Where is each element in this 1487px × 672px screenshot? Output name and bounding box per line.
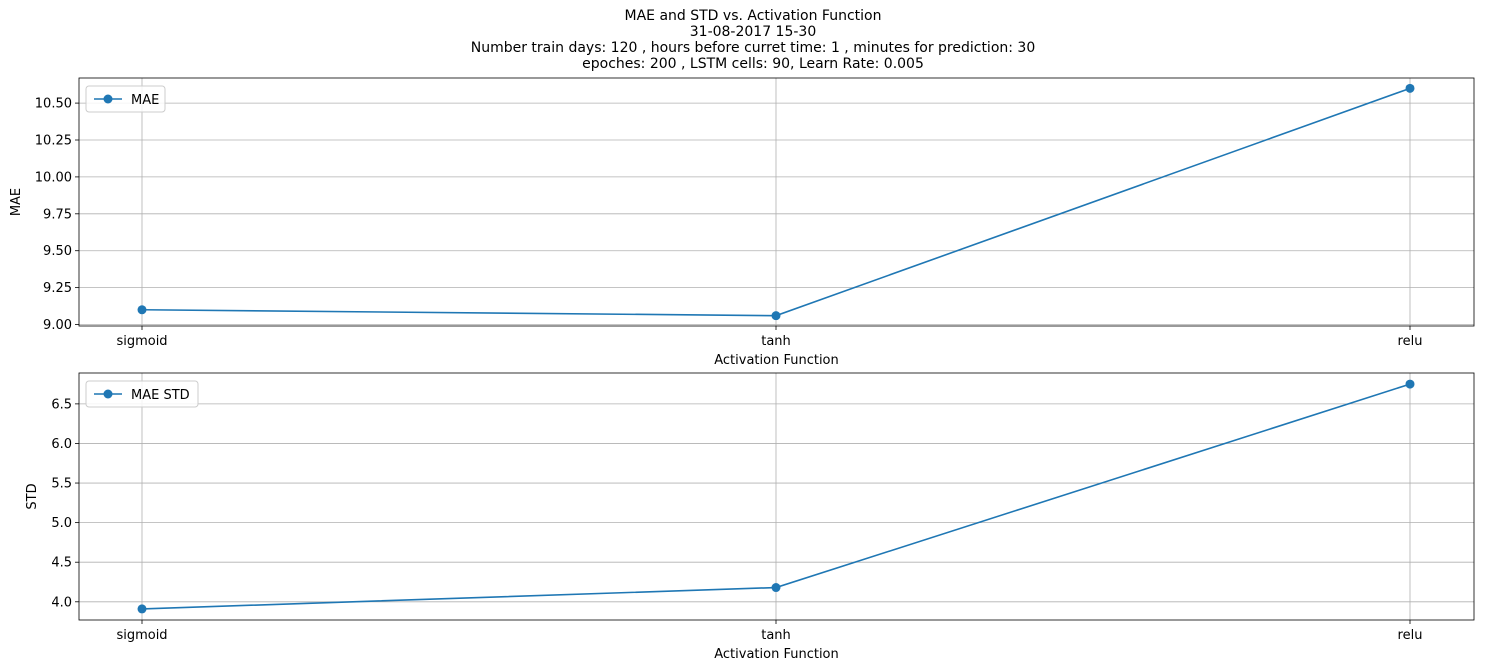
y-tick-label: 4.0 bbox=[51, 595, 72, 610]
y-tick-label: 6.0 bbox=[51, 437, 72, 452]
legend-marker bbox=[103, 389, 113, 399]
legend-box bbox=[85, 380, 199, 408]
x-tick-label: relu bbox=[1398, 628, 1423, 643]
legend-box bbox=[85, 85, 166, 113]
title-line-3: Number train days: 120 , hours before cu… bbox=[470, 40, 1036, 56]
y-tick-label: 5.0 bbox=[51, 516, 72, 531]
x-tick-label: relu bbox=[1398, 334, 1423, 349]
data-point bbox=[1405, 379, 1415, 389]
y-tick-label: 5.5 bbox=[51, 477, 72, 492]
x-tick-label: tanh bbox=[761, 334, 791, 349]
figure-title: MAE and STD vs. Activation Function 31-0… bbox=[0, 8, 1487, 72]
x-axis-label: Activation Function bbox=[714, 353, 839, 368]
title-line-1: MAE and STD vs. Activation Function bbox=[624, 8, 882, 24]
x-tick-label: tanh bbox=[761, 628, 791, 643]
plot-frame bbox=[78, 372, 1475, 621]
title-line-4: epoches: 200 , LSTM cells: 90, Learn Rat… bbox=[582, 56, 924, 72]
y-axis-label: STD bbox=[25, 483, 40, 509]
y-tick-label: 9.00 bbox=[43, 318, 72, 333]
x-axis-label: Activation Function bbox=[714, 647, 839, 662]
legend-marker bbox=[103, 94, 113, 104]
y-tick-label: 10.50 bbox=[35, 97, 72, 112]
legend-label: MAE bbox=[131, 93, 159, 108]
data-point bbox=[771, 311, 781, 321]
y-tick-label: 10.25 bbox=[35, 134, 72, 149]
y-tick-label: 4.5 bbox=[51, 556, 72, 571]
legend-label: MAE STD bbox=[131, 388, 190, 403]
y-tick-label: 6.5 bbox=[51, 397, 72, 412]
chart-panel-2: 4.0 4.5 5.0 5.5 6.0 6.5 sigmoid tanh relu Activat… bbox=[25, 372, 1475, 662]
data-point bbox=[137, 305, 147, 315]
chart-panel-1: 9.00 9.25 9.50 9.75 10.00 10.25 10.50 sigmoid ta… bbox=[9, 77, 1475, 368]
y-tick-label: 9.75 bbox=[43, 207, 72, 222]
data-point bbox=[771, 583, 781, 593]
x-tick-label: sigmoid bbox=[116, 628, 167, 643]
x-tick-label: sigmoid bbox=[116, 334, 167, 349]
y-tick-label: 9.25 bbox=[43, 281, 72, 296]
plot-frame bbox=[78, 77, 1475, 327]
data-point bbox=[1405, 83, 1415, 93]
y-tick-label: 10.00 bbox=[35, 170, 72, 185]
title-line-2: 31-08-2017 15-30 bbox=[689, 24, 817, 40]
data-point bbox=[137, 604, 147, 614]
y-axis-label: MAE bbox=[9, 188, 24, 216]
y-tick-label: 9.50 bbox=[43, 244, 72, 259]
